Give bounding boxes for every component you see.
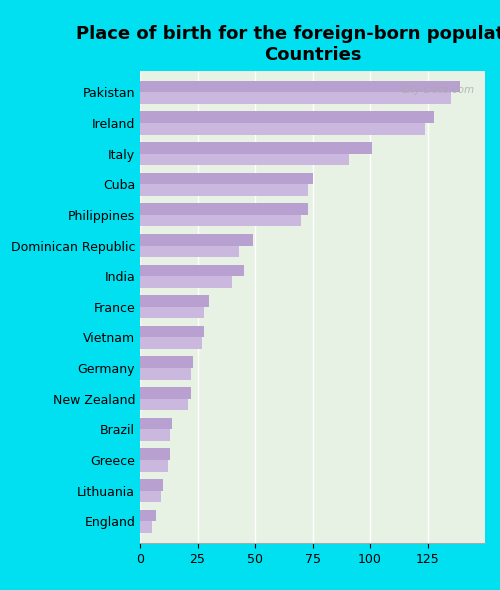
Bar bbox=[140, 307, 204, 319]
Bar bbox=[140, 491, 160, 502]
Bar bbox=[140, 153, 350, 165]
Bar bbox=[140, 142, 372, 153]
Bar bbox=[140, 234, 252, 245]
Text: City-Data.com: City-Data.com bbox=[400, 85, 474, 95]
Bar bbox=[140, 356, 193, 368]
Bar bbox=[140, 522, 151, 533]
Bar bbox=[140, 276, 232, 288]
Bar bbox=[140, 479, 163, 491]
Bar bbox=[140, 184, 308, 196]
Bar bbox=[140, 510, 156, 522]
Bar bbox=[140, 326, 204, 337]
Title: Place of birth for the foreign-born population -
Countries: Place of birth for the foreign-born popu… bbox=[76, 25, 500, 64]
Bar bbox=[140, 92, 450, 104]
Bar bbox=[140, 460, 168, 471]
Bar bbox=[140, 368, 190, 380]
Bar bbox=[140, 81, 460, 92]
Bar bbox=[140, 172, 312, 184]
Bar bbox=[140, 399, 188, 411]
Bar bbox=[140, 112, 434, 123]
Bar bbox=[140, 123, 425, 135]
Bar bbox=[140, 387, 190, 399]
Bar bbox=[140, 245, 239, 257]
Bar bbox=[140, 337, 202, 349]
Bar bbox=[140, 264, 244, 276]
Bar bbox=[140, 203, 308, 215]
Bar bbox=[140, 295, 209, 307]
Bar bbox=[140, 215, 301, 227]
Bar bbox=[140, 430, 170, 441]
Bar bbox=[140, 448, 170, 460]
Bar bbox=[140, 418, 172, 430]
